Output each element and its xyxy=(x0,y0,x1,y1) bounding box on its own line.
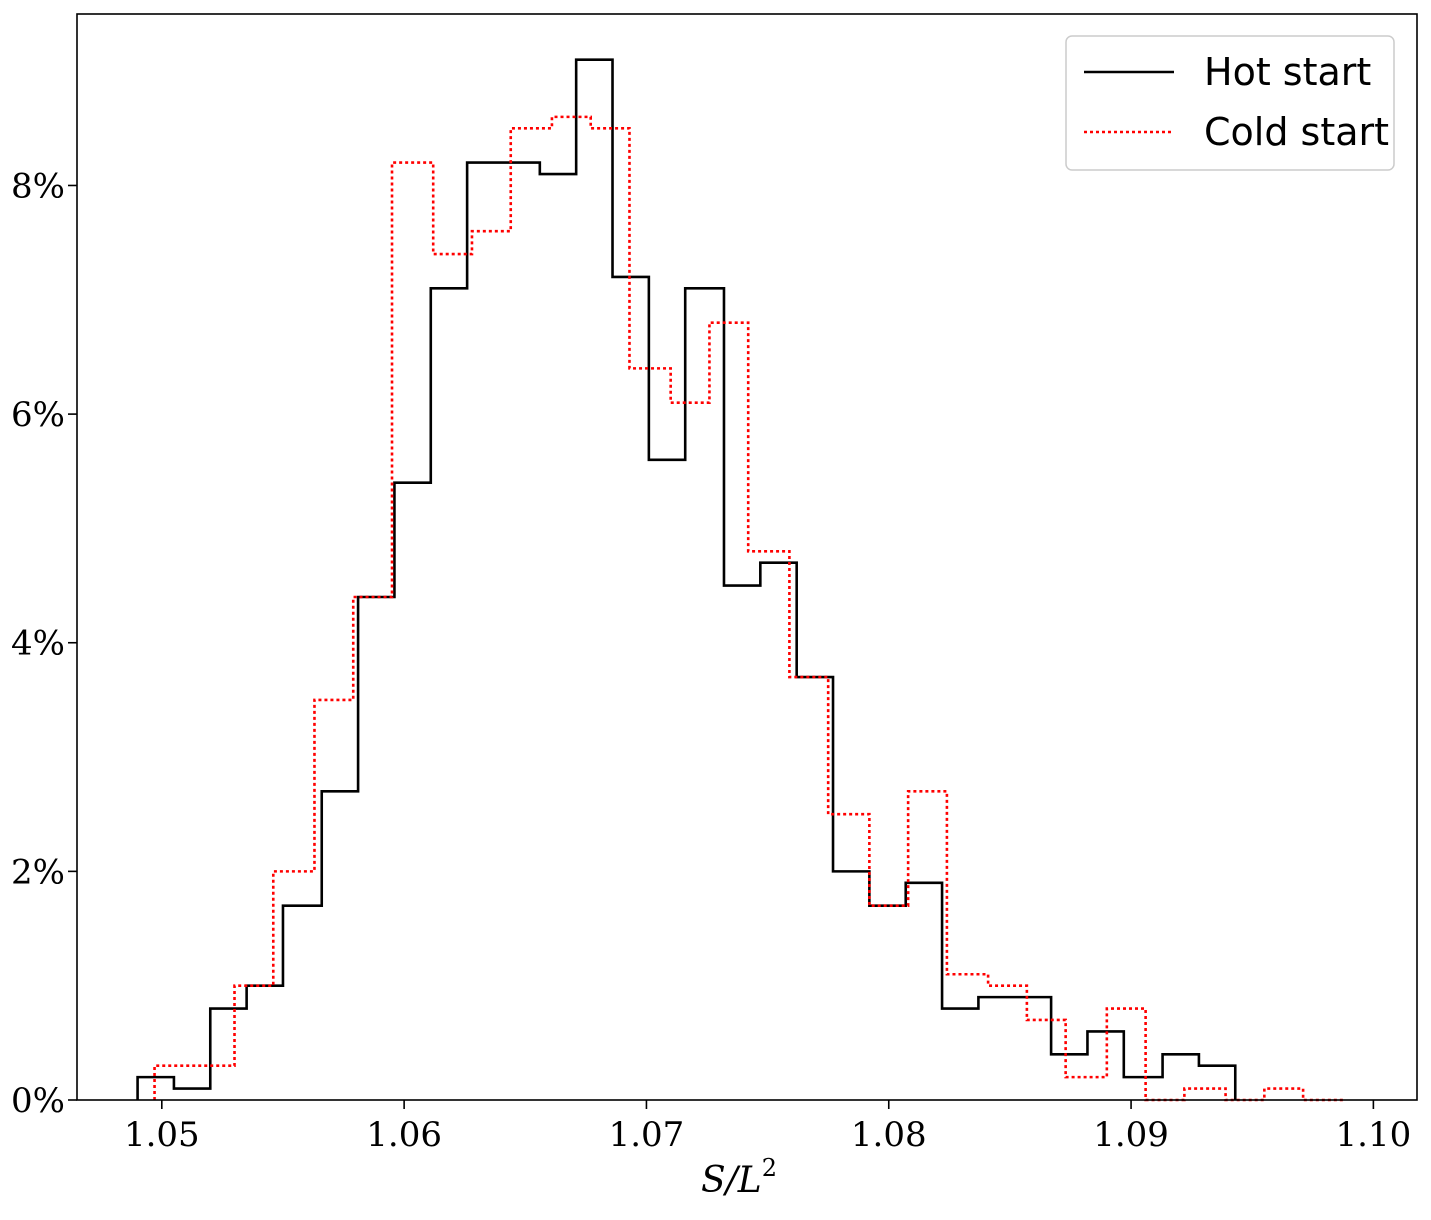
y-tick-label: 4% xyxy=(11,624,65,664)
legend-label: Hot start xyxy=(1204,50,1371,94)
y-tick-label: 8% xyxy=(11,166,65,206)
legend-label: Cold start xyxy=(1204,110,1389,154)
x-tick-label: 1.06 xyxy=(366,1115,442,1155)
x-tick-label: 1.08 xyxy=(851,1115,927,1155)
x-tick-label: 1.10 xyxy=(1336,1115,1412,1155)
x-axis: 1.05 1.06 1.07 1.08 1.09 1.10 xyxy=(124,1100,1411,1155)
y-tick-label: 0% xyxy=(11,1081,65,1121)
y-tick-label: 6% xyxy=(11,395,65,435)
x-tick-label: 1.05 xyxy=(124,1115,200,1155)
x-axis-label: S/L2 xyxy=(701,1154,777,1201)
legend: Hot start Cold start xyxy=(1065,35,1395,171)
x-tick-label: 1.09 xyxy=(1093,1115,1169,1155)
x-tick-label: 1.07 xyxy=(609,1115,685,1155)
series-layer xyxy=(136,58,1345,1102)
series-line-hot-start xyxy=(136,58,1237,1100)
plot-frame xyxy=(76,13,1418,1101)
y-tick-label: 2% xyxy=(11,852,65,892)
series-line-cold-start xyxy=(153,115,1345,1102)
legend-box xyxy=(1065,35,1395,171)
y-axis: 0% 2% 4% 6% 8% xyxy=(11,166,77,1121)
